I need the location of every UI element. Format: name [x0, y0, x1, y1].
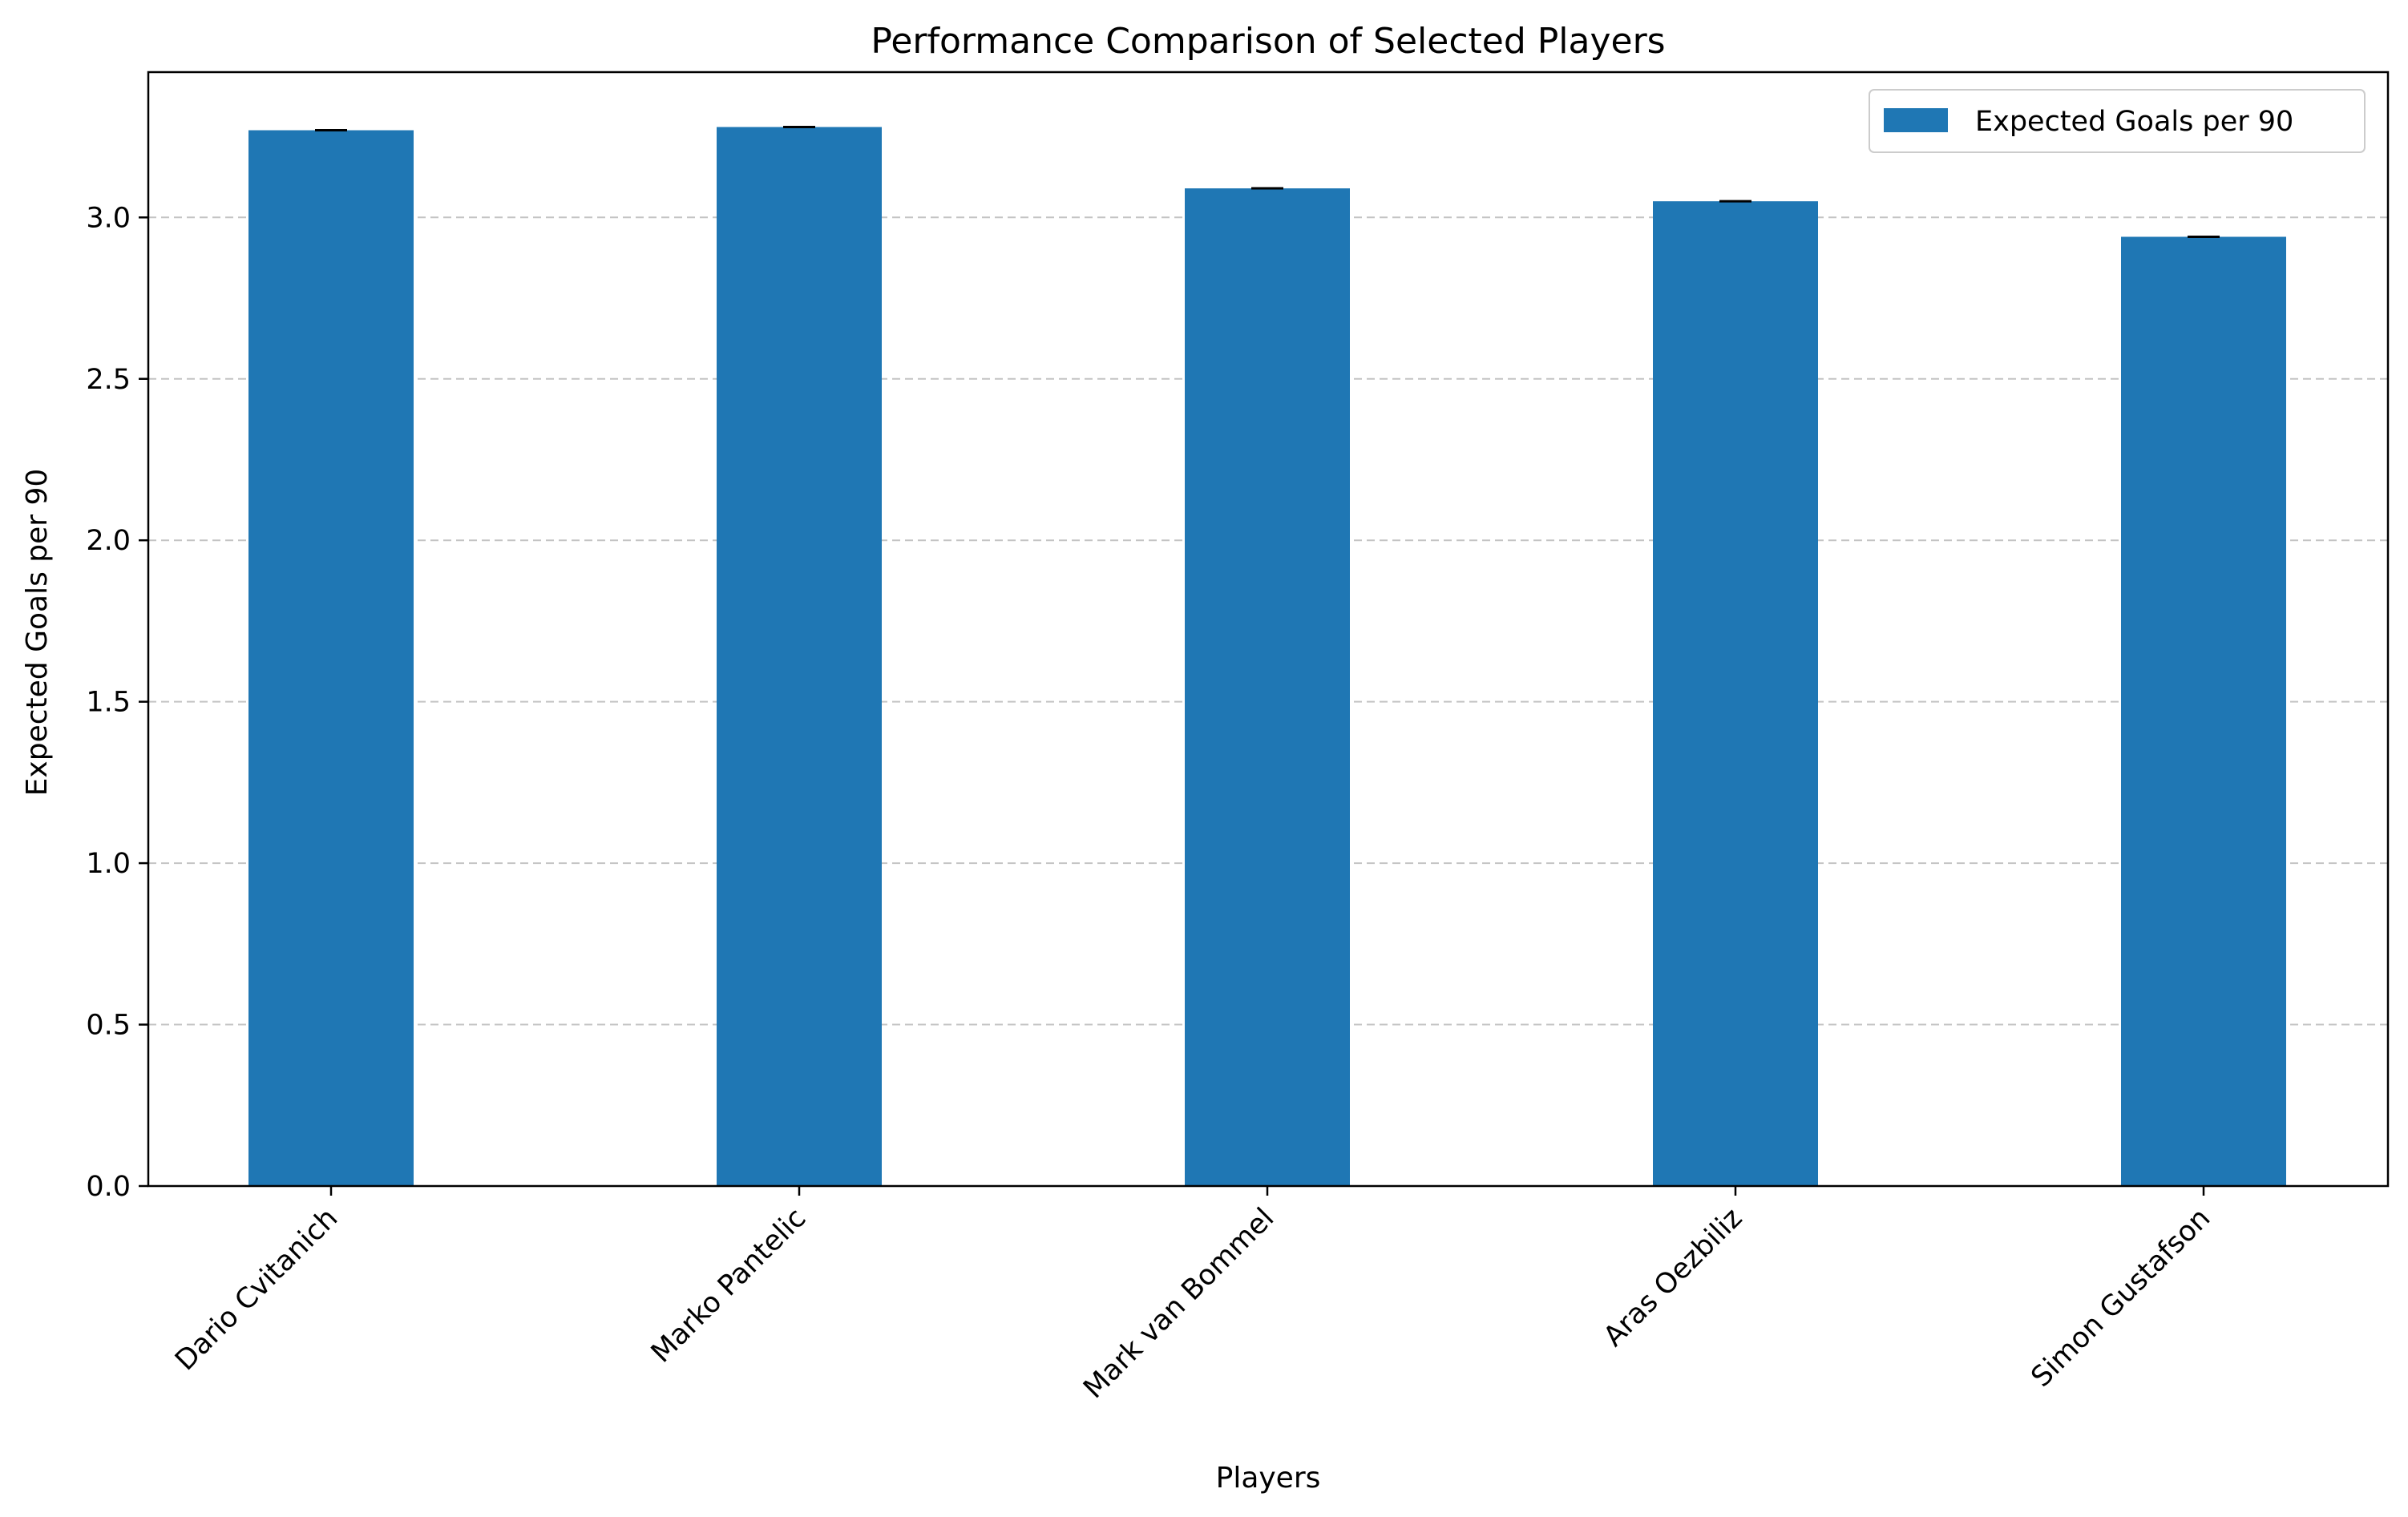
- legend-box: [1869, 89, 2366, 153]
- y-tick-label: 2.5: [86, 364, 131, 396]
- legend-swatch: [1884, 108, 1948, 132]
- y-tick-label: 0.0: [86, 1171, 131, 1203]
- y-axis-label: Expected Goals per 90: [21, 469, 54, 797]
- y-tick-label: 2.0: [86, 525, 131, 557]
- bar: [1185, 188, 1350, 1187]
- legend-label: Expected Goals per 90: [1975, 106, 2293, 138]
- y-tick-label: 3.0: [86, 202, 131, 234]
- x-tick-label: Marko Pantelic: [645, 1202, 812, 1369]
- x-axis-ticks: Dario Cvitanich Marko Pantelic Mark van Bo…: [169, 1186, 2216, 1405]
- y-tick-label: 1.5: [86, 687, 131, 719]
- bars: [248, 127, 2286, 1187]
- legend: Expected Goals per 90: [1869, 89, 2366, 153]
- bar: [248, 130, 414, 1187]
- x-tick-label: Aras Oezbiliz: [1598, 1202, 1748, 1353]
- x-tick-label: Simon Gustafson: [2026, 1202, 2217, 1394]
- x-axis-label: Players: [1216, 1462, 1321, 1495]
- chart-title: Performance Comparison of Selected Playe…: [871, 21, 1665, 62]
- bar: [1653, 201, 1818, 1186]
- bar: [717, 127, 882, 1186]
- bar: [2121, 236, 2286, 1186]
- y-axis-ticks: 0.0 0.5 1.0 1.5 2.0 2.5 3.0: [86, 202, 148, 1203]
- y-tick-label: 0.5: [86, 1010, 131, 1042]
- error-bars: [315, 125, 2220, 238]
- x-tick-label: Dario Cvitanich: [169, 1202, 344, 1377]
- x-tick-label: Mark van Bommel: [1077, 1202, 1280, 1405]
- y-tick-label: 1.0: [86, 848, 131, 880]
